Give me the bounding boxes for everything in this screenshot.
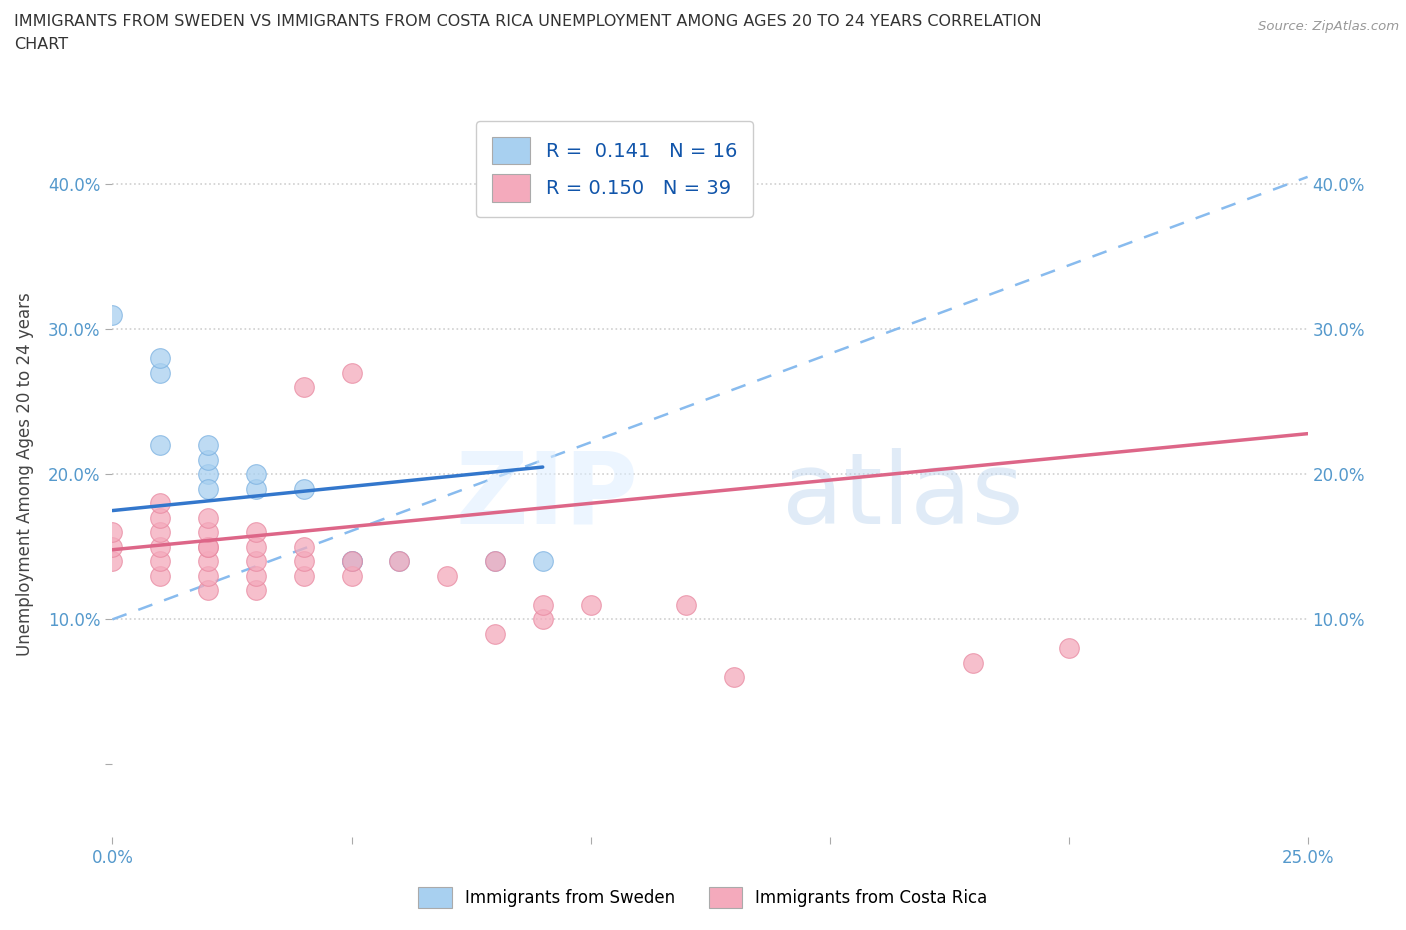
Point xyxy=(149,525,172,539)
Point xyxy=(675,597,697,612)
Point xyxy=(484,554,506,569)
Text: atlas: atlas xyxy=(782,447,1024,545)
Point xyxy=(292,482,315,497)
Point xyxy=(340,365,363,380)
Point xyxy=(962,656,984,671)
Point xyxy=(484,554,506,569)
Point xyxy=(340,554,363,569)
Point xyxy=(197,554,219,569)
Point xyxy=(340,554,363,569)
Point xyxy=(245,568,267,583)
Legend: R =  0.141   N = 16, R = 0.150   N = 39: R = 0.141 N = 16, R = 0.150 N = 39 xyxy=(477,121,752,218)
Point xyxy=(245,482,267,497)
Point xyxy=(245,583,267,598)
Text: CHART: CHART xyxy=(14,37,67,52)
Point xyxy=(292,379,315,394)
Point xyxy=(197,452,219,467)
Point xyxy=(436,568,458,583)
Point xyxy=(149,568,172,583)
Point xyxy=(531,612,554,627)
Point xyxy=(197,511,219,525)
Point xyxy=(197,482,219,497)
Point xyxy=(245,554,267,569)
Point xyxy=(149,554,172,569)
Point xyxy=(531,554,554,569)
Point xyxy=(101,307,124,322)
Point xyxy=(245,525,267,539)
Point xyxy=(340,568,363,583)
Point xyxy=(388,554,411,569)
Point xyxy=(340,554,363,569)
Point xyxy=(292,568,315,583)
Point xyxy=(197,525,219,539)
Point xyxy=(531,597,554,612)
Point xyxy=(149,351,172,365)
Point xyxy=(197,438,219,453)
Point xyxy=(197,467,219,482)
Point xyxy=(484,627,506,642)
Point xyxy=(149,365,172,380)
Point xyxy=(245,467,267,482)
Point xyxy=(197,539,219,554)
Point xyxy=(149,438,172,453)
Point xyxy=(197,568,219,583)
Point xyxy=(292,539,315,554)
Text: IMMIGRANTS FROM SWEDEN VS IMMIGRANTS FROM COSTA RICA UNEMPLOYMENT AMONG AGES 20 : IMMIGRANTS FROM SWEDEN VS IMMIGRANTS FRO… xyxy=(14,14,1042,29)
Point xyxy=(101,525,124,539)
Point xyxy=(388,554,411,569)
Point xyxy=(1057,641,1080,656)
Point xyxy=(245,539,267,554)
Point xyxy=(149,511,172,525)
Point xyxy=(292,554,315,569)
Point xyxy=(101,554,124,569)
Point xyxy=(101,539,124,554)
Text: Source: ZipAtlas.com: Source: ZipAtlas.com xyxy=(1258,20,1399,33)
Point xyxy=(149,496,172,511)
Point xyxy=(197,539,219,554)
Legend: Immigrants from Sweden, Immigrants from Costa Rica: Immigrants from Sweden, Immigrants from … xyxy=(412,881,994,914)
Text: ZIP: ZIP xyxy=(456,447,638,545)
Y-axis label: Unemployment Among Ages 20 to 24 years: Unemployment Among Ages 20 to 24 years xyxy=(17,292,34,657)
Point xyxy=(149,539,172,554)
Point xyxy=(723,670,745,684)
Point xyxy=(197,583,219,598)
Point xyxy=(579,597,602,612)
